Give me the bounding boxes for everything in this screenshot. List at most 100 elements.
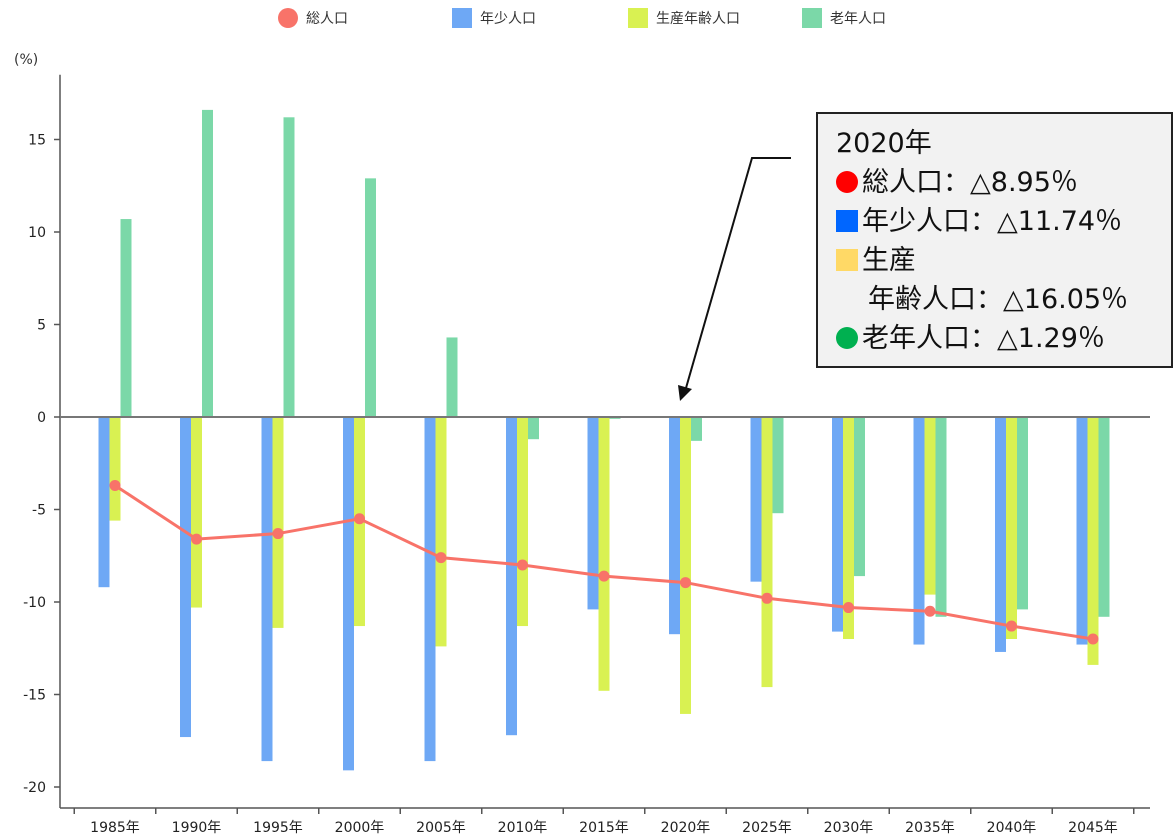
total-point-2: [272, 528, 284, 540]
bar-2-7: [691, 417, 702, 441]
total-point-8: [761, 592, 773, 604]
bar-2-4: [446, 337, 458, 417]
bar-0-11: [995, 417, 1006, 652]
x-tick-label: 2045年: [1068, 820, 1118, 836]
bars: [60, 109, 1150, 771]
total-point-9: [843, 602, 854, 614]
x-tick-label: 2010年: [498, 820, 548, 836]
x-tick-label: 1995年: [253, 820, 303, 836]
total-point-12: [1087, 633, 1099, 645]
x-axis: 1985年 1990年 1995年 2000年 2005年 2010年 2015年 2020年…: [60, 807, 1150, 836]
bar-0-12: [1076, 417, 1088, 645]
total-point-3: [354, 513, 365, 525]
y-tick-label: 5: [37, 318, 46, 334]
legend: 総人口 年少人口 生産年齢人口 老年人口: [278, 8, 886, 28]
callout-elderly: 老年人口：△1.29％: [836, 319, 1171, 358]
bar-2-1: [202, 109, 213, 418]
callout-working: 生産: [836, 241, 1171, 280]
total-point-0: [109, 479, 121, 491]
total-point-10: [924, 605, 936, 617]
bar-1-8: [761, 417, 773, 688]
callout-youth-text: 年少人口：△11.74％: [862, 206, 1123, 237]
arrow-head: [678, 385, 692, 401]
x-tick-label: 1990年: [172, 820, 222, 836]
total-point-7: [680, 577, 691, 589]
x-tick-label: 2020年: [661, 820, 711, 836]
y-tick-label: -5: [32, 503, 46, 519]
bar-0-6: [587, 417, 599, 610]
y-tick-label: -10: [23, 595, 46, 611]
legend-marker-3: [802, 8, 822, 28]
bar-2-5: [528, 417, 539, 440]
x-tick-label: 2030年: [824, 820, 874, 836]
bar-1-2: [272, 417, 284, 628]
bar-0-9: [832, 417, 843, 632]
total-point-11: [1006, 620, 1017, 632]
bar-0-4: [424, 417, 436, 762]
bar-0-1: [180, 417, 191, 738]
callout-working-text-1: 生産: [862, 245, 916, 276]
bar-0-0: [98, 417, 110, 588]
legend-label-1: 年少人口: [480, 11, 536, 27]
legend-label-0: 総人口: [306, 11, 348, 27]
y-tick-label: 10: [28, 225, 46, 241]
bar-1-0: [109, 417, 121, 521]
bar-2-9: [854, 417, 865, 577]
bar-2-10: [935, 417, 947, 617]
total-point-4: [435, 552, 447, 564]
x-tick-label: 2000年: [335, 820, 385, 836]
bar-2-12: [1098, 417, 1110, 617]
callout-total: 総人口：△8.95％: [836, 163, 1171, 202]
blue-square-icon: [836, 210, 858, 232]
callout-2020: 2020年 総人口：△8.95％ 年少人口：△11.74％ 生産 年齢人口：△1…: [816, 112, 1173, 368]
bar-0-3: [343, 417, 354, 771]
legend-label-2: 生産年齢人口: [656, 11, 740, 27]
y-axis-label: (%): [14, 52, 38, 68]
y-tick-label: 0: [37, 410, 46, 426]
callout-arrow: [678, 157, 791, 401]
bar-1-4: [435, 417, 447, 647]
bar-1-7: [680, 417, 691, 714]
callout-elderly-text: 老年人口：△1.29％: [862, 323, 1105, 354]
bar-1-11: [1006, 417, 1017, 639]
bar-0-2: [261, 417, 273, 762]
total-point-5: [517, 559, 528, 571]
bar-1-5: [517, 417, 528, 627]
total-population-line: [109, 479, 1099, 645]
x-tick-label: 2025年: [742, 820, 792, 836]
x-tick-label: 2040年: [987, 820, 1037, 836]
total-point-6: [598, 570, 610, 582]
bar-0-7: [669, 417, 680, 635]
bar-2-11: [1017, 417, 1028, 610]
x-tick-label: 2035年: [905, 820, 955, 836]
bar-2-0: [120, 219, 132, 417]
bar-2-2: [283, 117, 295, 418]
bar-0-5: [506, 417, 517, 736]
callout-title: 2020年: [836, 128, 932, 159]
y-tick-label: 15: [28, 133, 46, 149]
bar-1-1: [191, 417, 202, 608]
bar-1-10: [924, 417, 936, 595]
y-tick-label: -15: [23, 688, 46, 704]
bar-1-12: [1087, 417, 1099, 665]
legend-marker-total: [278, 8, 298, 28]
bar-1-9: [843, 417, 854, 639]
x-tick-label: 2015年: [579, 820, 629, 836]
legend-label-3: 老年人口: [830, 11, 886, 27]
legend-marker-1: [452, 8, 472, 28]
callout-youth: 年少人口：△11.74％: [836, 202, 1171, 241]
bar-0-10: [913, 417, 925, 645]
bar-2-3: [365, 178, 376, 417]
bar-0-8: [750, 417, 762, 582]
arrow-line: [685, 157, 791, 389]
red-circle-icon: [836, 171, 858, 193]
bar-1-6: [598, 417, 610, 691]
bar-2-8: [772, 417, 784, 514]
y-axis: 15 10 5 0 -5 -10 -15 -20: [23, 74, 61, 808]
y-tick-label: -20: [23, 780, 46, 796]
yellow-square-icon: [836, 249, 858, 271]
legend-marker-2: [628, 8, 648, 28]
green-circle-icon: [836, 327, 858, 349]
callout-working-text-2: 年齢人口：△16.05％: [868, 284, 1129, 315]
callout-total-text: 総人口：△8.95％: [862, 167, 1078, 198]
